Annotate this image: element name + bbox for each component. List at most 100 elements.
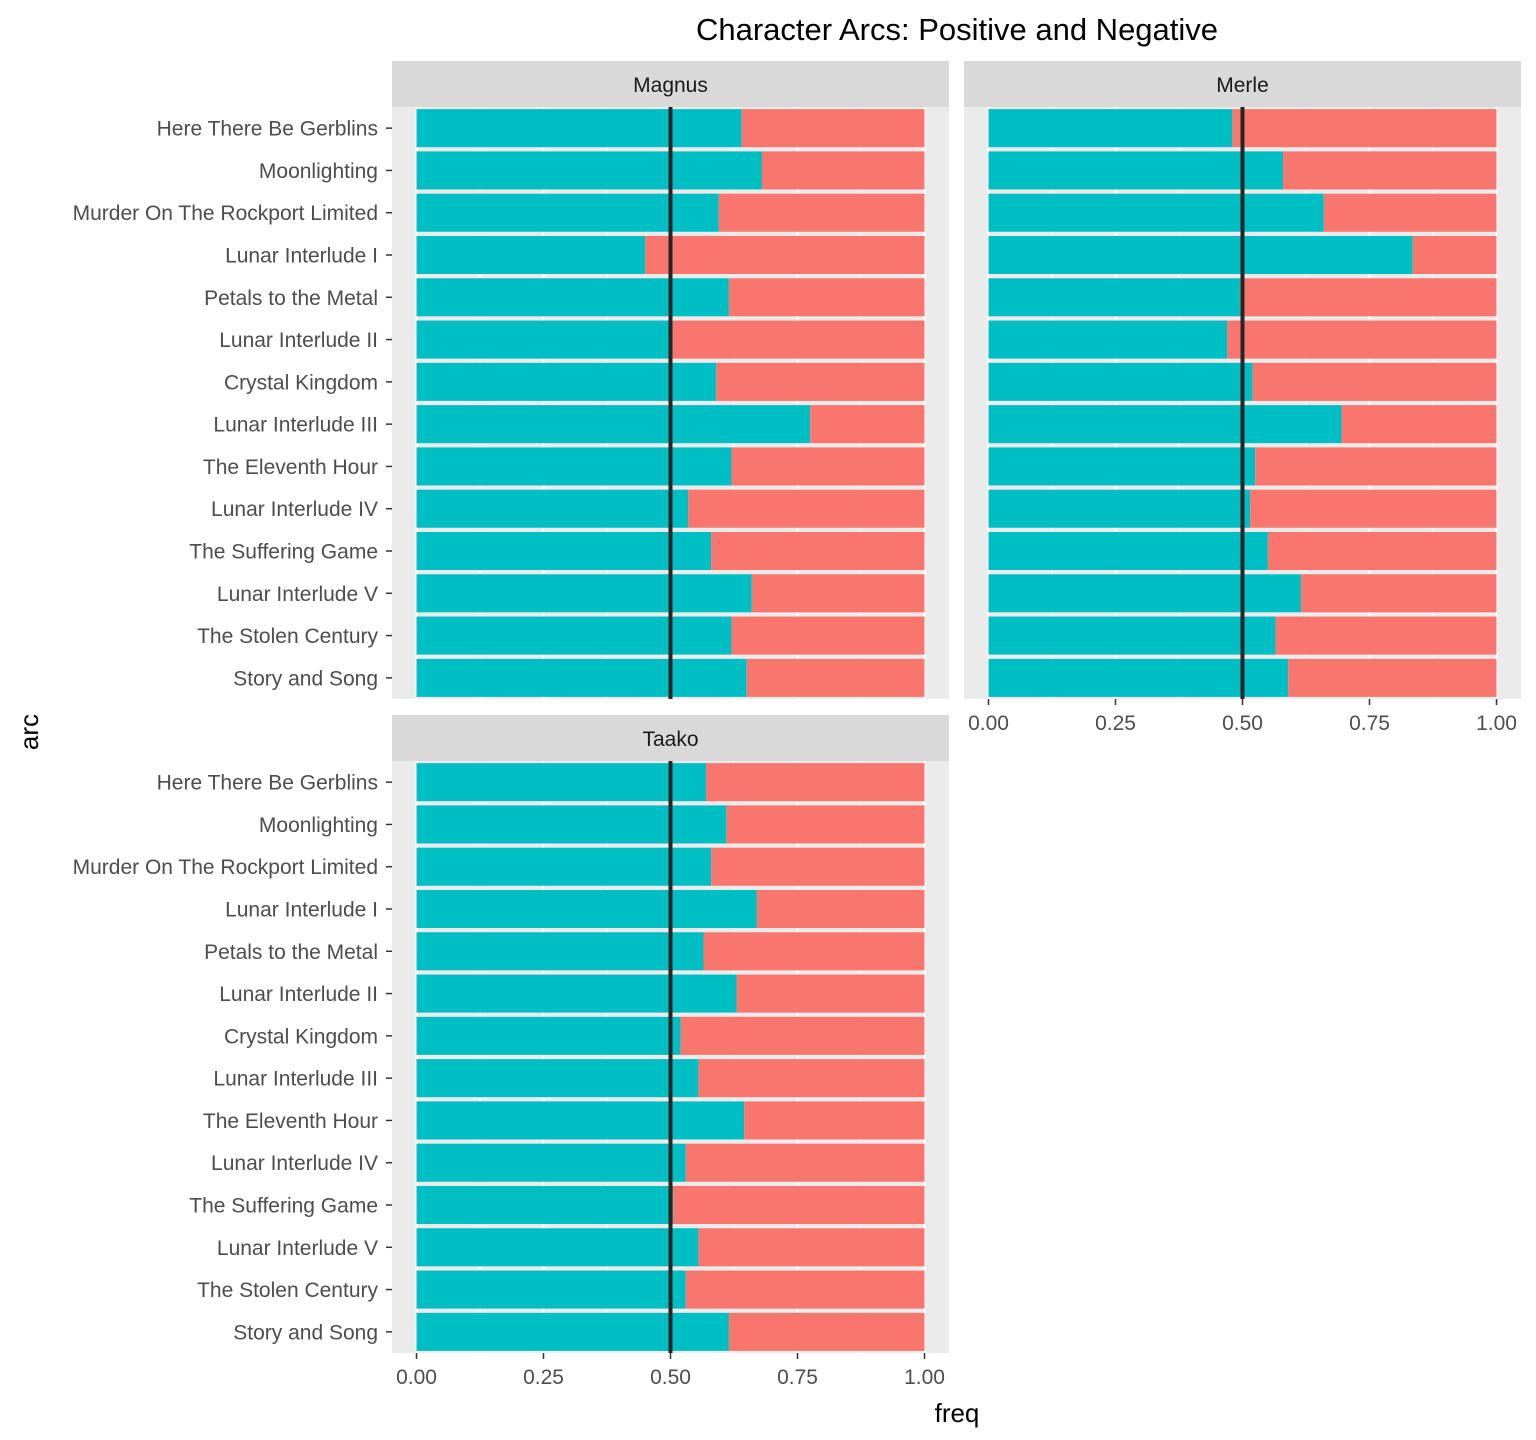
bar-negative (731, 447, 925, 486)
bar-positive (416, 1312, 729, 1351)
bar-positive (416, 109, 742, 148)
bar-negative (698, 1228, 925, 1267)
bar-negative (1255, 447, 1497, 486)
bar-positive (416, 1185, 674, 1225)
bar-negative (746, 658, 925, 697)
y-tick-label: Lunar Interlude IV (211, 1152, 378, 1175)
bar-negative (1288, 658, 1497, 697)
x-tick-label: 1.00 (904, 1366, 945, 1389)
bar-negative (718, 193, 925, 232)
bar-positive (988, 362, 1253, 401)
bar-negative (703, 932, 925, 971)
y-tick-label: Lunar Interlude I (225, 899, 378, 922)
bar-negative (688, 489, 925, 528)
bar-positive (988, 616, 1276, 655)
bar-positive (988, 151, 1284, 190)
bar-negative (1252, 362, 1497, 401)
y-tick-label: The Stolen Century (197, 625, 378, 648)
y-tick-label: Murder On The Rockport Limited (73, 202, 378, 225)
bar-negative (1341, 405, 1497, 444)
bar-positive (988, 531, 1268, 571)
y-tick-label: The Stolen Century (197, 1279, 378, 1302)
x-tick-label: 1.00 (1476, 712, 1517, 735)
bar-positive (988, 405, 1342, 444)
bar-negative (1283, 151, 1497, 190)
bar-positive (416, 405, 811, 444)
bar-positive (416, 1059, 699, 1098)
x-tick-label: 0.75 (777, 1366, 818, 1389)
bar-positive (416, 1270, 686, 1309)
bar-negative (711, 847, 925, 886)
bar-positive (416, 1228, 699, 1267)
bar-negative (741, 109, 925, 148)
y-tick-label: The Eleventh Hour (203, 1110, 378, 1133)
bar-positive (416, 320, 671, 359)
facet-strip (392, 715, 949, 761)
y-tick-label: Lunar Interlude III (213, 414, 378, 437)
bar-positive (416, 805, 727, 844)
bar-negative (1412, 235, 1497, 275)
bar-positive (416, 574, 752, 613)
facet-strip-label: Taako (642, 728, 698, 751)
bar-negative (670, 320, 925, 359)
x-tick-label: 0.75 (1349, 712, 1390, 735)
y-tick-label: Moonlighting (259, 160, 378, 183)
bar-positive (416, 193, 719, 232)
bar-negative (751, 574, 925, 613)
bar-positive (416, 447, 732, 486)
y-tick-label: Crystal Kingdom (224, 371, 378, 394)
facet-strip-label: Merle (1216, 74, 1269, 97)
bar-negative (1300, 574, 1497, 613)
bar-negative (706, 763, 925, 802)
bar-positive (988, 574, 1301, 613)
y-tick-label: Crystal Kingdom (224, 1025, 378, 1048)
bar-negative (711, 531, 925, 571)
y-tick-label: Lunar Interlude III (213, 1068, 378, 1091)
chart-title: Character Arcs: Positive and Negative (696, 12, 1218, 47)
bar-negative (716, 362, 925, 401)
y-tick-label: Lunar Interlude II (219, 983, 378, 1006)
bar-positive (416, 1101, 745, 1140)
bar-positive (416, 763, 707, 802)
bar-negative (1239, 278, 1497, 317)
bar-negative (673, 1185, 925, 1225)
bar-positive (988, 320, 1228, 359)
bar-positive (416, 616, 732, 655)
bar-positive (416, 658, 747, 697)
x-tick-label: 0.00 (396, 1366, 437, 1389)
y-tick-label: Petals to the Metal (204, 287, 378, 310)
bar-positive (416, 278, 729, 317)
bar-negative (1227, 320, 1497, 359)
bar-negative (731, 616, 925, 655)
x-tick-label: 0.25 (1095, 712, 1136, 735)
y-tick-label: The Suffering Game (189, 541, 378, 564)
y-tick-label: Here There Be Gerblins (157, 772, 378, 795)
y-tick-label: Lunar Interlude IV (211, 498, 378, 521)
bar-positive (416, 151, 762, 190)
y-tick-label: Petals to the Metal (204, 941, 378, 964)
facet-strip (964, 61, 1521, 107)
bar-positive (988, 193, 1324, 232)
bar-positive (988, 447, 1256, 486)
bar-positive (416, 235, 646, 275)
x-axis-title: freq (935, 1398, 980, 1428)
bar-negative (756, 889, 925, 929)
y-tick-label: Story and Song (233, 1321, 378, 1344)
bar-negative (1250, 489, 1497, 528)
bar-negative (728, 278, 925, 317)
facet-strip-label: Magnus (633, 74, 708, 97)
y-tick-label: Here There Be Gerblins (157, 118, 378, 141)
bar-negative (1232, 109, 1497, 148)
bar-negative (736, 974, 925, 1013)
x-tick-label: 0.25 (523, 1366, 564, 1389)
bar-positive (988, 109, 1233, 148)
bar-negative (761, 151, 925, 190)
bar-negative (810, 405, 925, 444)
bar-positive (988, 278, 1240, 317)
bar-negative (685, 1270, 925, 1309)
facet-strip (392, 61, 949, 107)
y-tick-label: Lunar Interlude V (217, 583, 378, 606)
facet-taako: Taako Here There Be Gerblins Moonlighting M… (73, 715, 949, 1389)
y-tick-label: Lunar Interlude V (217, 1237, 378, 1260)
facet-magnus: Magnus Here There Be Gerblins Moonlighting… (73, 61, 949, 699)
